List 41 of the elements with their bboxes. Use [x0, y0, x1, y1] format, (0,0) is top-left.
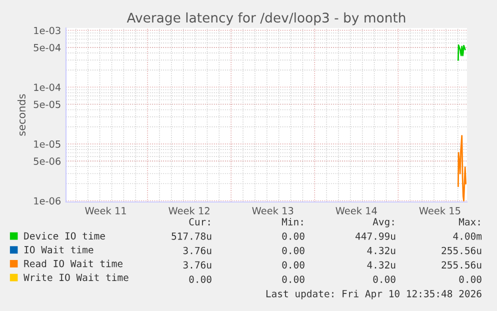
text: Last update: Fri Apr 10 12:35:48 2026 — [266, 290, 482, 300]
text: 4.32u — [367, 246, 396, 254]
text: Avg: — [372, 218, 394, 228]
legend-label: Write IO Wait time — [24, 274, 128, 282]
text: 3.76u — [183, 246, 212, 254]
y-axis-title: seconds — [17, 94, 26, 136]
text: 447.99u — [356, 232, 396, 240]
text: 255.56u — [442, 261, 482, 269]
legend-label: Read IO Wait time — [24, 260, 122, 268]
x-tick-label: Week 13 — [252, 206, 294, 214]
text: 0.00 — [459, 276, 482, 283]
text: 0.00 — [189, 276, 212, 283]
text: 0.00 — [282, 232, 304, 240]
text: 0.00 — [282, 276, 304, 283]
x-tick-label: Week 11 — [85, 206, 126, 214]
y-tick-label: 1e-04 — [34, 84, 61, 91]
chart-title: Average latency for /dev/loop3 - by month — [126, 12, 406, 26]
text: 4.32u — [367, 261, 396, 269]
line-series — [457, 134, 466, 202]
text: Min: — [282, 218, 303, 226]
text: 0.00 — [373, 276, 396, 283]
text: 3.76u — [183, 261, 212, 269]
x-tick-label: Week 12 — [168, 206, 210, 214]
x-tick-label: Week 14 — [336, 206, 377, 214]
y-tick-label: 1e-05 — [34, 140, 60, 148]
y-tick-label: 5e-05 — [34, 100, 60, 108]
y-tick-label: 1e-06 — [34, 197, 61, 205]
x-tick-label: Week 15 — [419, 206, 460, 214]
text: 255.56u — [442, 246, 482, 254]
y-tick-label: 5e-06 — [34, 158, 61, 165]
text: 0.00 — [282, 246, 304, 254]
text: 517.78u — [172, 232, 212, 240]
y-tick-label: 1e-03 — [34, 26, 60, 34]
y-tick-label: 5e-04 — [34, 44, 61, 52]
text: 4.00m — [453, 232, 482, 240]
legend-label: Device IO time — [24, 232, 105, 240]
text: Max: — [458, 218, 480, 226]
text: 0.00 — [282, 261, 304, 269]
text: Cur: — [189, 218, 210, 226]
line-series — [457, 44, 466, 61]
legend-label: IO Wait time — [24, 246, 94, 254]
